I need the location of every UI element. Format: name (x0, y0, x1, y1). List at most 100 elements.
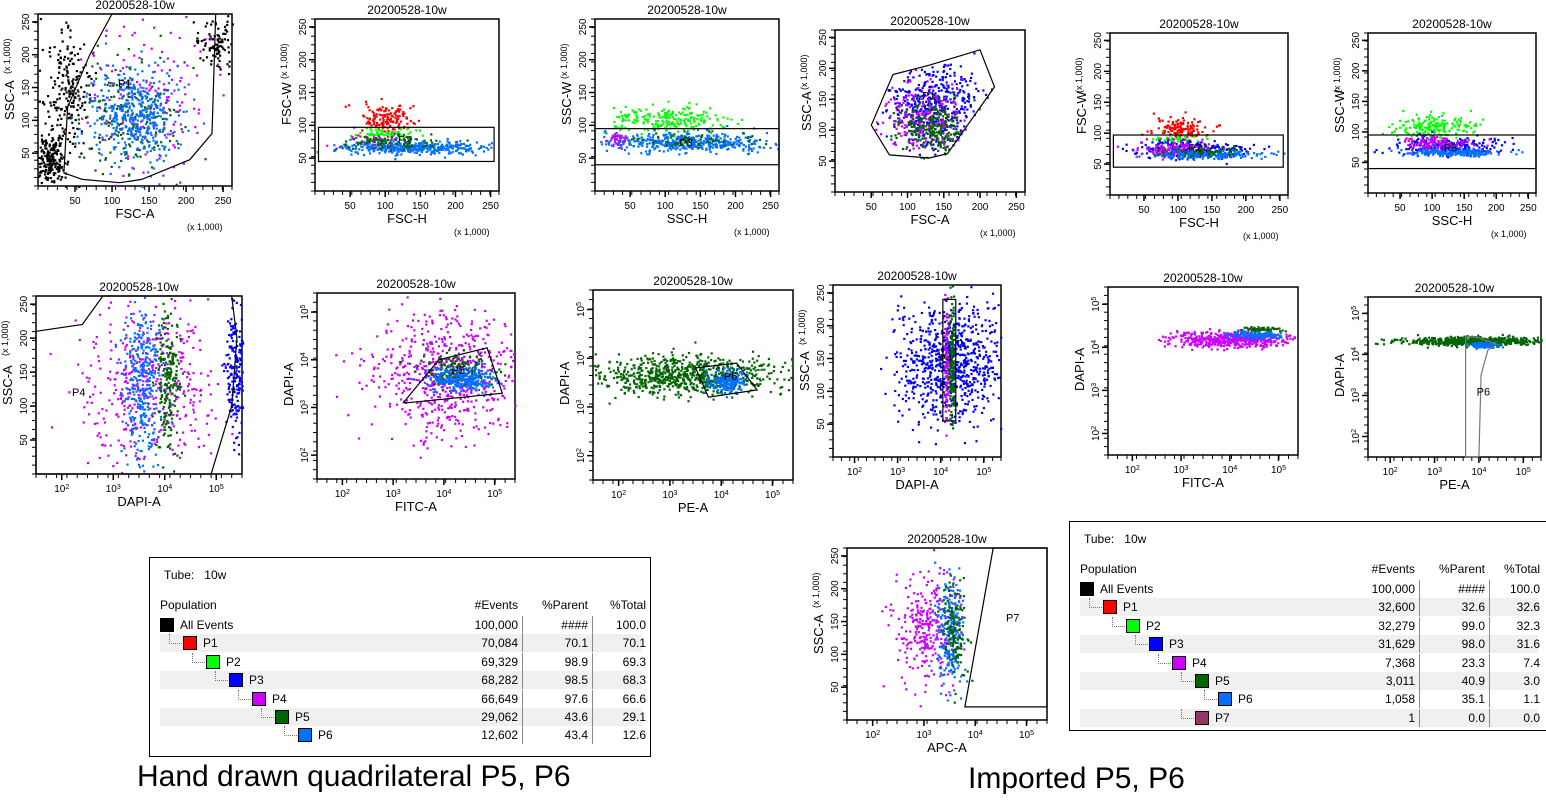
data-point (176, 387, 180, 390)
data-point (130, 312, 133, 316)
data-point (52, 173, 56, 177)
data-point (458, 379, 461, 382)
data-point (131, 112, 134, 115)
gate-p3[interactable] (594, 128, 780, 166)
data-point (61, 134, 65, 137)
data-point (646, 145, 649, 148)
data-point (99, 159, 102, 162)
gate-p5[interactable] (402, 347, 504, 404)
data-point (384, 121, 387, 124)
data-point (161, 345, 164, 348)
data-point (647, 129, 650, 132)
data-point (429, 377, 432, 381)
data-point (617, 139, 620, 143)
data-point (496, 398, 499, 401)
data-point (153, 372, 156, 375)
data-point (128, 87, 131, 90)
data-point (200, 388, 203, 391)
data-point (154, 338, 157, 341)
data-point (374, 124, 378, 127)
data-point (140, 105, 143, 108)
y-tick-label: 100 (21, 112, 32, 129)
data-point (452, 373, 455, 376)
data-point (687, 120, 690, 123)
data-point (85, 95, 88, 98)
scatter-plot-l5[interactable]: 20200528-10w P5 102 103 104 105 102 103 104 105 FI… (270, 277, 520, 520)
data-point (229, 322, 232, 325)
data-point (489, 372, 492, 375)
data-point (614, 396, 617, 400)
data-point (154, 305, 158, 308)
data-point (121, 79, 124, 82)
data-point (160, 418, 163, 421)
data-point (93, 136, 96, 139)
data-point (149, 175, 152, 178)
data-point (139, 113, 143, 116)
y-tick-label: 250 (298, 18, 309, 35)
data-point (158, 108, 162, 111)
scatter-plot-l1[interactable]: 20200528-10w P1 50 100 150 200 250 50 100 150 200 2… (0, 0, 250, 240)
data-point (169, 409, 172, 412)
data-point (228, 386, 231, 389)
data-point (56, 76, 59, 80)
data-point (477, 376, 480, 379)
data-point (392, 148, 395, 151)
data-point (714, 143, 717, 146)
data-point (128, 92, 131, 95)
data-point (690, 122, 693, 125)
data-point (155, 105, 158, 108)
data-point (51, 128, 55, 131)
data-point (154, 383, 157, 386)
data-point (147, 171, 150, 174)
data-point (482, 406, 485, 409)
data-point (472, 338, 475, 341)
data-point (146, 424, 149, 427)
data-point (434, 148, 437, 151)
scatter-plot-l6[interactable]: 20200528-10w P6 102 103 104 105 102 103 104 105 PE… (540, 274, 794, 520)
data-point (133, 362, 136, 365)
data-point (454, 149, 457, 153)
data-point (443, 364, 446, 367)
gate-p1[interactable] (63, 13, 217, 184)
data-point (466, 407, 469, 411)
data-point (494, 377, 497, 380)
data-point (443, 400, 446, 403)
data-point (437, 378, 440, 381)
data-point (477, 379, 480, 382)
data-point (122, 116, 125, 119)
data-point (169, 405, 172, 408)
data-point (122, 369, 126, 372)
data-point (65, 97, 68, 100)
scatter-plot-l4[interactable]: 20200528-10w P4 102 103 104 105 50 100 150 200 250… (0, 280, 250, 520)
data-point (128, 137, 132, 140)
data-point (117, 90, 120, 94)
gate-p4[interactable] (35, 295, 238, 475)
data-point (340, 146, 343, 149)
data-point (120, 372, 123, 375)
scatter-plot-l2[interactable]: 20200528-10w P2 50 100 150 200 250 50 100 150 200 2… (270, 0, 520, 240)
data-point (177, 88, 180, 91)
data-point (132, 83, 135, 86)
data-point (157, 367, 160, 370)
data-point (136, 348, 139, 351)
data-point (439, 355, 443, 358)
data-point (119, 391, 123, 395)
data-point (482, 150, 485, 153)
gate-p2[interactable] (317, 126, 495, 163)
gate-label: P1 (118, 79, 131, 91)
data-point (120, 109, 123, 112)
data-point (679, 122, 682, 125)
scatter-plot-l3[interactable]: 20200528-10w P3 50 100 150 200 250 50 100 150 200 2… (540, 0, 790, 240)
data-point (692, 126, 695, 129)
data-point (431, 150, 434, 153)
data-point (125, 104, 128, 107)
data-point (149, 370, 152, 373)
data-point (98, 141, 102, 144)
data-point (124, 345, 127, 348)
gate-label: P4 (72, 387, 85, 399)
data-point (424, 376, 427, 379)
data-point (461, 357, 464, 360)
data-point (175, 373, 178, 376)
data-points (600, 100, 780, 156)
data-point (141, 119, 144, 122)
